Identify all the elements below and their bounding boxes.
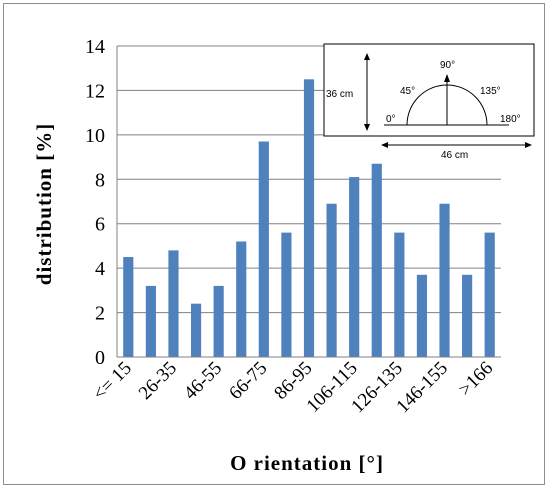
y-tick-label: 0 [95, 347, 105, 369]
x-tick-label: 26-35 [135, 358, 181, 404]
bar [236, 241, 247, 357]
bar [439, 203, 450, 357]
y-axis-title: distribution [%] [32, 123, 56, 285]
inset-diagram: 36 cm 90° 45° 135° 0° 180° 46 cm [323, 43, 535, 161]
inset-width-label: 46 cm [441, 150, 468, 161]
y-tick-label: 14 [85, 36, 105, 58]
inset-height-arrowhead-bottom [364, 124, 370, 131]
chart-frame: 0 2 4 6 8 10 12 14 <= 15 26-35 46-55 66-75 86-95 106… [3, 3, 545, 485]
inset-width-arrowhead-right [525, 142, 532, 148]
bar [303, 79, 315, 358]
y-tick-label: 4 [95, 258, 105, 280]
y-tick-label: 8 [95, 169, 105, 191]
bar [371, 163, 382, 357]
bar [416, 274, 428, 357]
x-axis-title: O rientation [°] [230, 451, 384, 475]
inset-90-arrowhead [444, 74, 450, 82]
inset-box [323, 43, 535, 137]
x-tick-label: 66-75 [225, 358, 271, 404]
bar [462, 274, 473, 357]
bar [145, 285, 156, 357]
y-tick-label: 6 [95, 214, 105, 236]
bar-chart: 0 2 4 6 8 10 12 14 <= 1526-3546-5566-7586-95106… [32, 36, 535, 475]
x-tick-labels: <= 1526-3546-5566-7586-95106-115126-1351… [89, 358, 497, 418]
inset-angle-0: 0° [386, 114, 396, 125]
inset-angle-180: 180° [500, 114, 521, 125]
bar [394, 232, 405, 357]
inset-angle-45: 45° [400, 86, 415, 97]
bar [123, 257, 134, 357]
inset-height-arrowhead-top [364, 53, 370, 60]
inset-angle-135: 135° [480, 86, 501, 97]
inset-width-arrowhead-left [381, 142, 388, 148]
y-tick-label: 10 [85, 125, 105, 147]
inset-angle-90: 90° [440, 60, 455, 71]
bar [213, 285, 224, 357]
bar [281, 232, 292, 357]
inset-height-label: 36 cm [326, 89, 353, 100]
x-tick-label: 46-55 [180, 358, 226, 404]
axes [116, 46, 501, 358]
y-tick-label: 12 [85, 80, 105, 102]
bars [123, 79, 495, 358]
bar [484, 232, 495, 357]
y-tick-label: 2 [95, 303, 105, 325]
x-tick-label: >166 [455, 358, 498, 401]
bar [326, 203, 337, 357]
bar [349, 177, 360, 357]
bar [190, 303, 202, 357]
bar [168, 250, 179, 357]
x-tick-label: 146-155 [392, 358, 452, 418]
bar [258, 141, 269, 357]
y-tick-labels: 0 2 4 6 8 10 12 14 [85, 36, 105, 369]
